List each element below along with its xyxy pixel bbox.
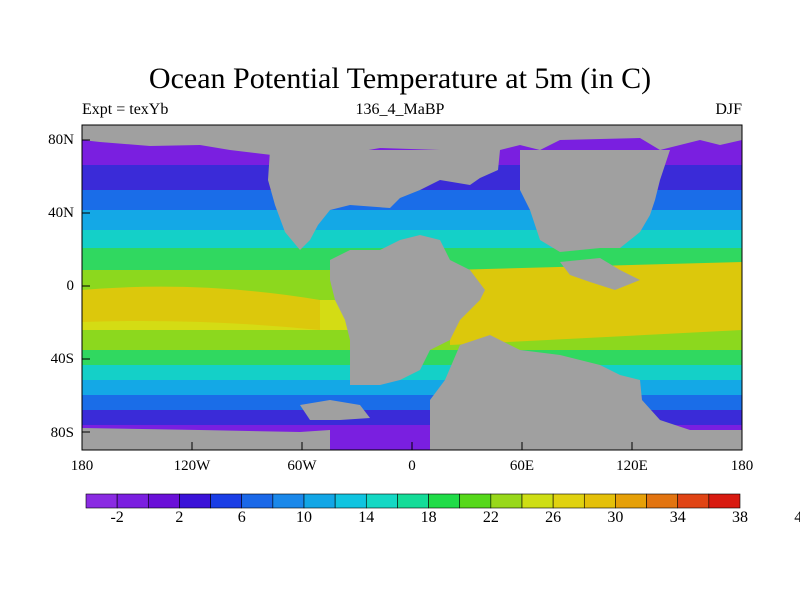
colorbar-label: 2 <box>175 509 184 526</box>
colorbar-swatch <box>397 493 429 509</box>
southern-continent <box>430 335 742 450</box>
lon-label: 180 <box>730 458 754 474</box>
colorbar-swatch <box>459 493 492 509</box>
lon-label: 0 <box>408 458 416 474</box>
south-islands <box>300 400 370 420</box>
colorbar-label: 42 <box>794 509 800 526</box>
season-label: DJF <box>715 101 742 118</box>
experiment-label: Expt = texYb <box>82 101 169 118</box>
colorbar <box>85 493 741 509</box>
colorbar-label: 30 <box>607 509 624 526</box>
map-title: Ocean Potential Temperature at 5m (in C) <box>148 62 652 95</box>
lat-label: 80N <box>48 132 74 148</box>
lon-label: 120E <box>616 458 648 474</box>
colorbar-swatch <box>116 493 149 509</box>
warm-pool <box>450 262 742 345</box>
colorbar-swatch <box>179 493 211 509</box>
colorbar-swatch <box>210 493 243 509</box>
colorbar-label: 10 <box>296 509 312 526</box>
colorbar-swatch <box>583 493 616 509</box>
colorbar-swatch <box>334 493 367 509</box>
lat-label: 40N <box>48 205 74 221</box>
colorbar-swatch <box>241 493 274 509</box>
antarctic-land <box>82 428 330 450</box>
age-label: 136_4_MaBP <box>355 101 445 118</box>
colorbar-label: 6 <box>237 509 246 526</box>
colorbar-swatch <box>490 493 523 509</box>
colorbar-label: 22 <box>482 509 499 526</box>
colorbar-swatch <box>615 493 647 509</box>
colorbar-label: 18 <box>420 509 437 526</box>
colorbar-label: 34 <box>669 509 686 526</box>
colorbar-label: 14 <box>358 509 375 526</box>
lon-label: 120W <box>173 458 211 474</box>
southeast-asia <box>560 258 640 290</box>
axis-ticks <box>82 139 633 450</box>
colorbar-swatch <box>272 493 305 509</box>
colorbar-swatch <box>365 493 398 509</box>
colorbar-swatch <box>428 493 461 509</box>
colorbar-swatch <box>147 493 180 509</box>
asia-land <box>520 150 670 252</box>
colorbar-swatch <box>646 493 679 509</box>
land <box>82 125 742 450</box>
colorbar-swatch <box>552 493 585 509</box>
colorbar-swatch <box>677 493 710 509</box>
colorbar-label: -2 <box>110 509 124 526</box>
lat-label: 40S <box>50 351 74 367</box>
lat-label: 0 <box>66 278 75 294</box>
colorbar-label: 38 <box>732 509 748 526</box>
central-continent <box>330 235 485 385</box>
northern-continent <box>268 150 500 250</box>
lon-label: 60W <box>287 458 317 474</box>
colorbar-swatch <box>521 493 554 509</box>
lon-label: 60E <box>509 458 535 474</box>
warm-pool <box>82 286 320 330</box>
colorbar-swatch <box>85 493 118 509</box>
lon-label: 180 <box>70 458 94 474</box>
colorbar-swatch <box>303 493 336 509</box>
colorbar-swatch <box>708 493 741 509</box>
arctic-land <box>82 125 742 160</box>
colorbar-label: 26 <box>545 509 562 526</box>
ocean-band <box>82 380 742 395</box>
lat-label: 80S <box>50 425 74 441</box>
